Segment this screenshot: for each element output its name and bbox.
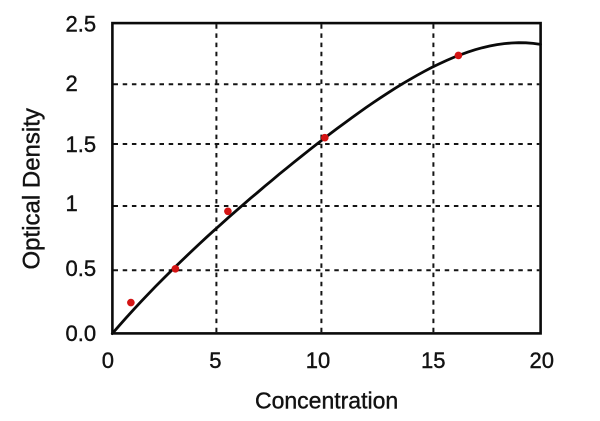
svg-text:2: 2 <box>66 71 78 96</box>
svg-text:1: 1 <box>66 191 78 216</box>
svg-text:0.5: 0.5 <box>66 256 97 281</box>
svg-text:15: 15 <box>421 348 445 373</box>
svg-text:20: 20 <box>529 348 553 373</box>
svg-text:Optical Density: Optical Density <box>18 108 45 269</box>
svg-text:10: 10 <box>306 348 330 373</box>
svg-text:5: 5 <box>209 348 221 373</box>
svg-text:2.5: 2.5 <box>66 12 97 37</box>
svg-text:Concentration: Concentration <box>255 388 398 414</box>
svg-text:0: 0 <box>102 348 114 373</box>
svg-text:1.5: 1.5 <box>66 132 97 157</box>
svg-text:0.0: 0.0 <box>66 321 97 346</box>
